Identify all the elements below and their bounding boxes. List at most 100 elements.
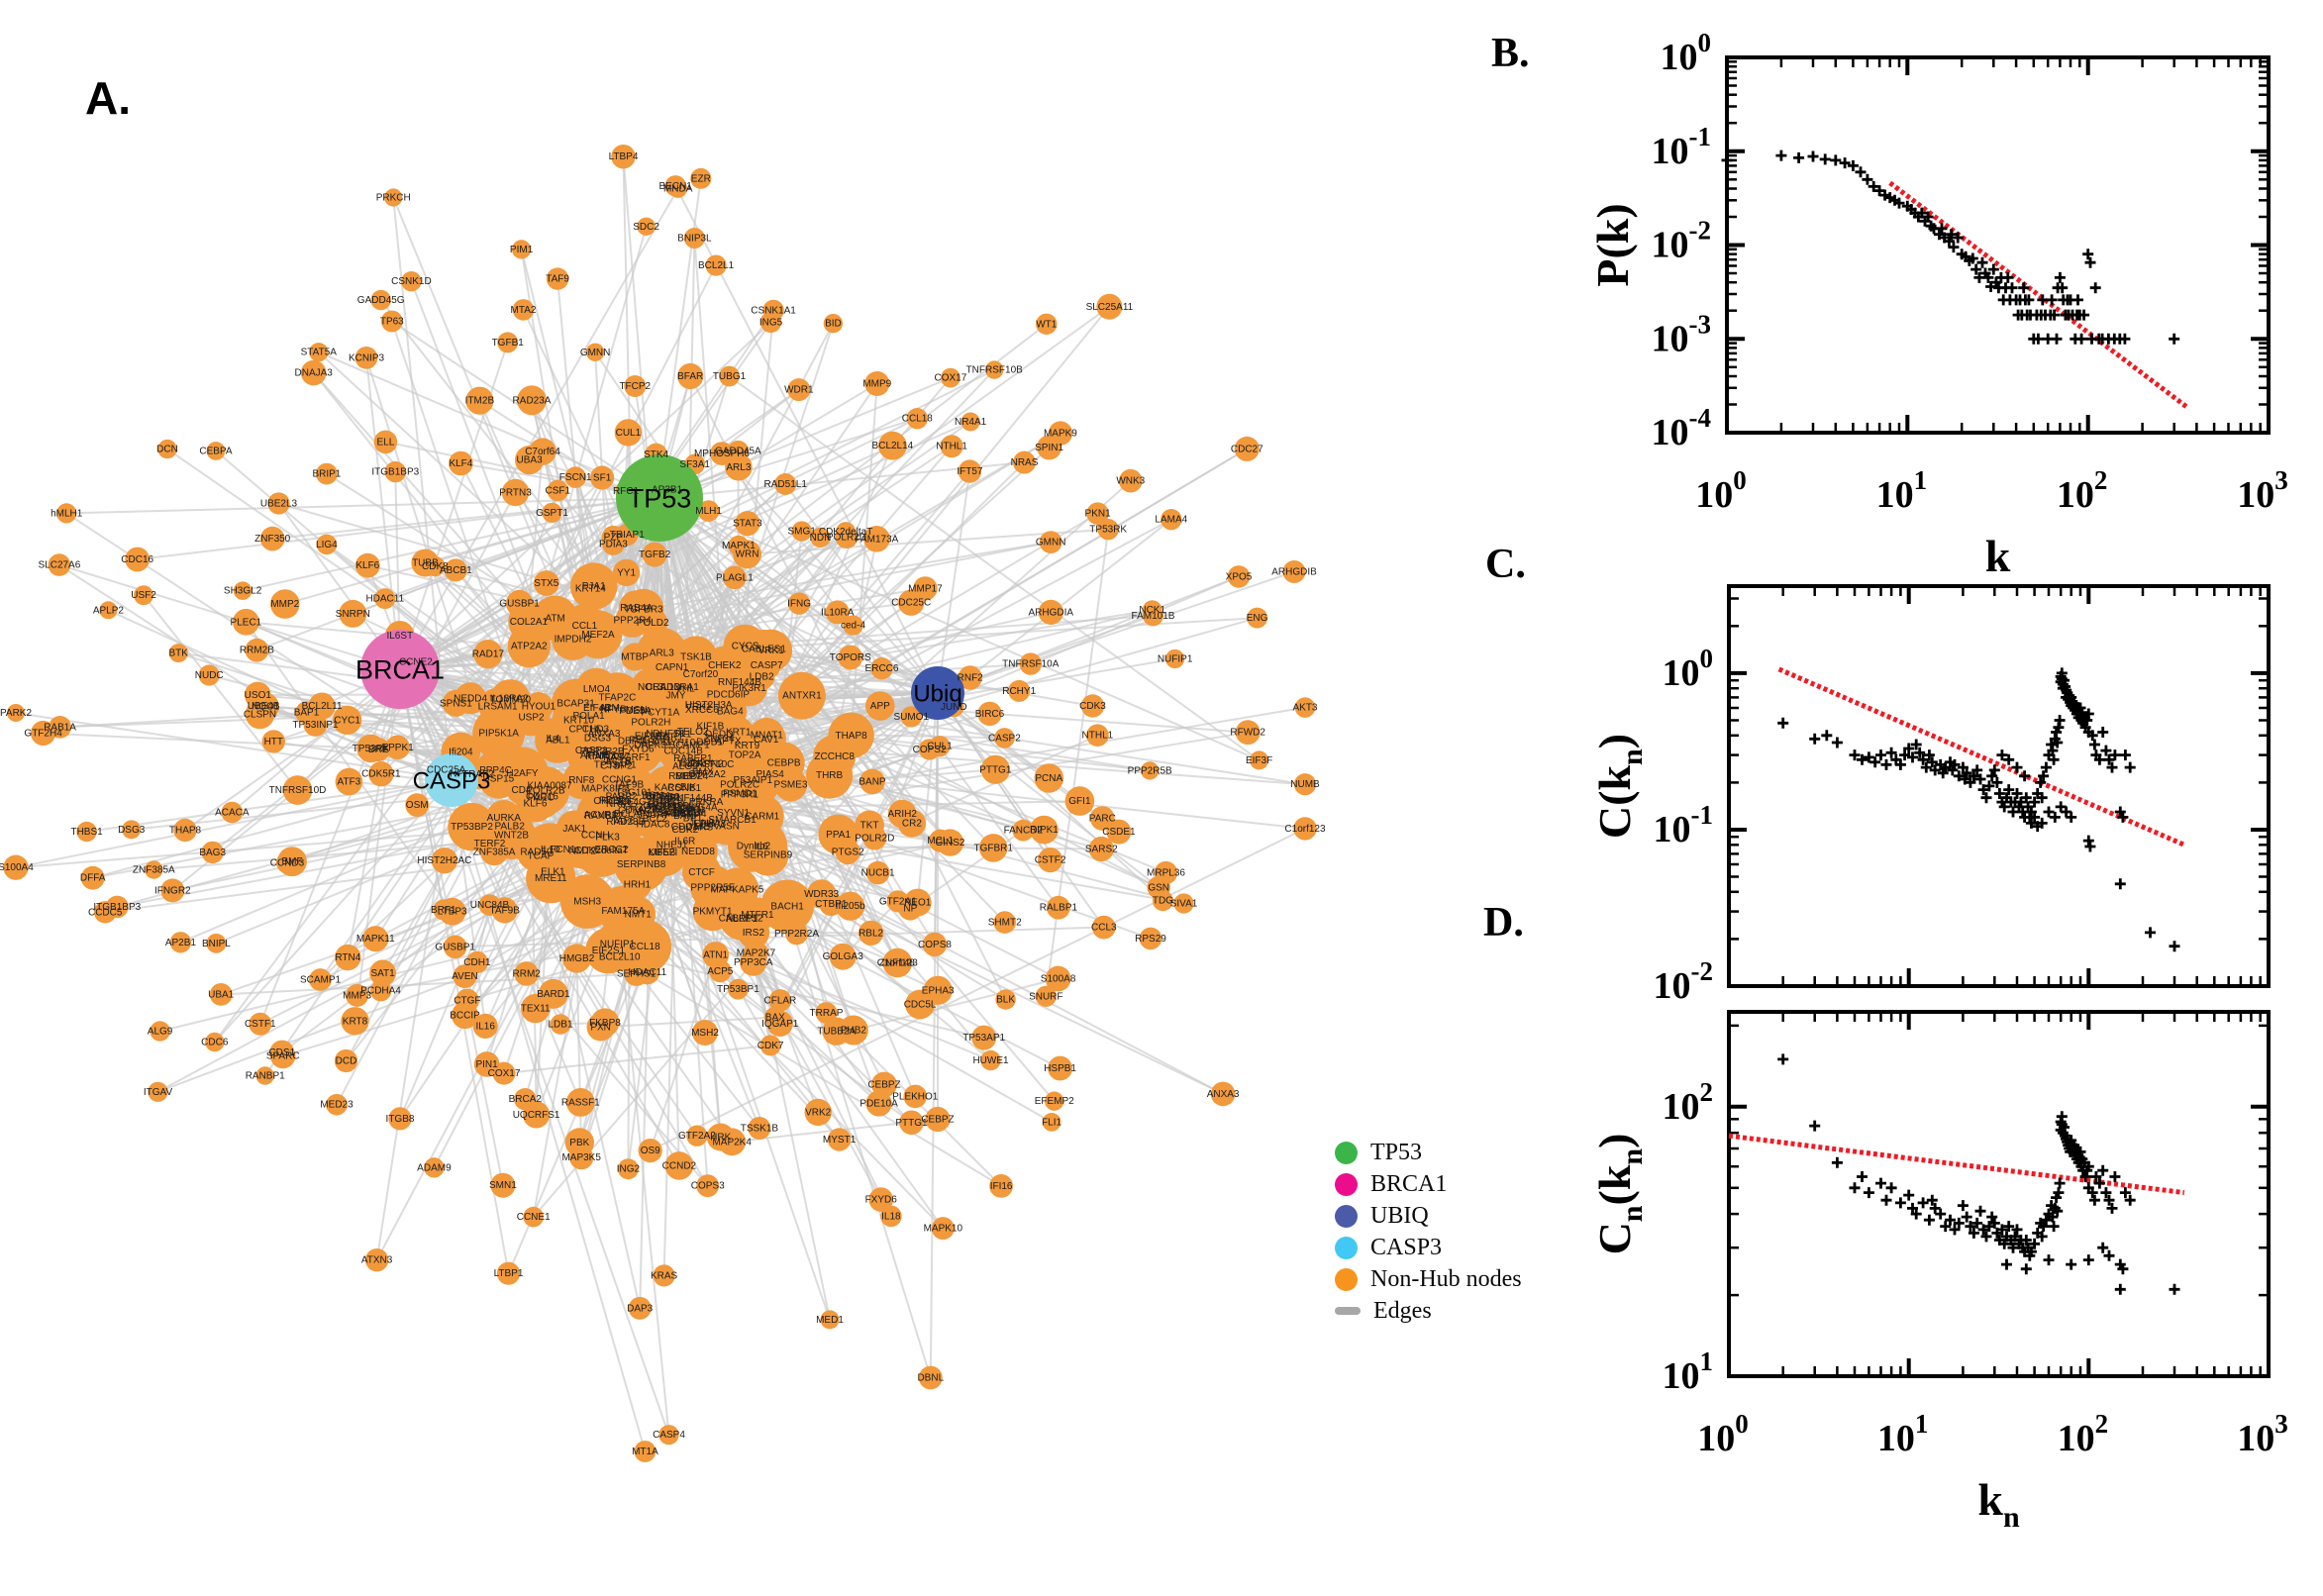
plus-marker bbox=[1986, 1211, 1998, 1223]
node-label: TP53INP1 bbox=[292, 720, 339, 731]
plus-marker bbox=[1907, 1202, 1918, 1214]
node-label: RBBP8 bbox=[599, 795, 632, 806]
node-label: BAG3 bbox=[199, 848, 226, 858]
node-label: UBE4B bbox=[248, 701, 280, 712]
node-label: MED23 bbox=[320, 1100, 354, 1111]
node-label: FAM175A bbox=[601, 906, 645, 917]
non-hub-node bbox=[517, 385, 547, 416]
non-hub-node bbox=[198, 664, 220, 686]
node-label: NUFIP1 bbox=[600, 940, 636, 950]
node-label: CCL1 bbox=[572, 621, 598, 632]
non-hub-node bbox=[859, 768, 885, 795]
node-label: BCCIP bbox=[450, 1011, 480, 1022]
node-label: MAPK9 bbox=[1044, 429, 1077, 440]
non-hub-node bbox=[819, 892, 844, 917]
plus-marker bbox=[1899, 749, 1911, 761]
non-hub-node bbox=[206, 442, 226, 460]
non-hub-node bbox=[1090, 806, 1115, 831]
node-label: ACP5 bbox=[707, 966, 734, 977]
non-hub-node bbox=[940, 435, 963, 458]
plus-marker bbox=[2048, 1221, 2060, 1233]
non-hub-node bbox=[547, 479, 569, 502]
plus-marker bbox=[1869, 756, 1881, 768]
node-label: CYCS bbox=[732, 642, 759, 652]
legend-label: Edges bbox=[1373, 1297, 1432, 1324]
node-label: TRAF1 bbox=[650, 793, 681, 804]
node-label: TSSK1B bbox=[741, 1124, 779, 1135]
node-label: NP bbox=[903, 903, 917, 914]
plus-marker bbox=[2003, 784, 2015, 796]
plus-marker bbox=[1974, 773, 1986, 785]
non-hub-node bbox=[810, 527, 831, 549]
plus-marker bbox=[1953, 770, 1965, 782]
non-hub-node bbox=[880, 1205, 902, 1228]
node-label: PCDHA4 bbox=[360, 986, 401, 997]
node-label: GFI1 bbox=[1068, 796, 1091, 807]
node-label: RASGRF1 bbox=[603, 752, 651, 763]
non-hub-node bbox=[858, 920, 884, 946]
node-label: BRF1 bbox=[431, 905, 456, 916]
plot-frame bbox=[1725, 55, 2271, 435]
non-hub-node bbox=[773, 767, 808, 802]
non-hub-node bbox=[259, 526, 285, 551]
node-label: GSTM4 bbox=[672, 809, 707, 820]
node-label: APAF1 bbox=[641, 738, 671, 748]
non-hub-node bbox=[346, 983, 369, 1007]
non-hub-node bbox=[614, 419, 643, 447]
non-hub-node bbox=[448, 802, 496, 851]
node-label: PSMD1 bbox=[723, 789, 758, 800]
non-hub-node bbox=[1091, 915, 1116, 940]
plus-marker bbox=[2081, 715, 2093, 726]
non-hub-node bbox=[735, 820, 788, 873]
non-hub-node bbox=[764, 1006, 786, 1029]
node-label: ING5 bbox=[759, 317, 783, 328]
node-label: TAF9 bbox=[546, 274, 569, 285]
non-hub-node bbox=[583, 713, 625, 754]
node-label: PXN bbox=[590, 1022, 611, 1033]
node-label: HMGB2 bbox=[559, 953, 595, 964]
node-label: BCL2L11 bbox=[302, 701, 343, 712]
non-hub-node bbox=[653, 1264, 675, 1287]
non-hub-node bbox=[1038, 599, 1063, 626]
plus-marker bbox=[1982, 271, 1994, 283]
node-label: RNF144B bbox=[718, 677, 761, 688]
plus-marker bbox=[2124, 761, 2136, 773]
node-label: ANXA3 bbox=[588, 729, 621, 740]
node-label: CARM1 bbox=[745, 812, 779, 823]
non-hub-node bbox=[868, 1187, 893, 1212]
plus-marker bbox=[2040, 761, 2052, 773]
node-label: ACVR1 bbox=[584, 810, 618, 821]
node-label: DARS bbox=[685, 823, 713, 834]
node-label: ALG9 bbox=[148, 1027, 173, 1038]
node-label: PIAS4 bbox=[757, 769, 785, 780]
plus-marker bbox=[2072, 294, 2083, 306]
plus-marker bbox=[2145, 927, 2156, 939]
node-label: SCAMP1 bbox=[300, 975, 342, 986]
node-label: ARHGDIA bbox=[1029, 607, 1074, 618]
node-label: NRAS bbox=[1011, 457, 1039, 468]
plus-marker bbox=[1922, 211, 1934, 223]
node-label: RPS29 bbox=[1135, 934, 1166, 945]
node-label: DAPK3 bbox=[634, 741, 666, 751]
non-hub-node bbox=[529, 438, 556, 465]
node-label: USF2 bbox=[131, 590, 156, 601]
node-label: MAPKAPK5 bbox=[710, 884, 763, 895]
non-hub-node bbox=[354, 347, 378, 369]
node-label: GINS2 bbox=[935, 838, 964, 848]
node-swatch-icon bbox=[1335, 1172, 1358, 1196]
non-hub-node bbox=[941, 367, 960, 388]
plus-marker bbox=[1885, 1182, 1897, 1194]
node-label: WNT2B bbox=[494, 831, 529, 842]
non-hub-node bbox=[637, 722, 665, 750]
plus-marker bbox=[1807, 150, 1819, 162]
node-label: IRS2 bbox=[743, 928, 765, 939]
non-hub-node bbox=[601, 525, 626, 549]
non-hub-node bbox=[980, 754, 1010, 784]
node-label: TDG bbox=[1153, 896, 1173, 907]
y-tick-label: 10-1 bbox=[1654, 800, 1714, 850]
axis-ticks bbox=[1727, 586, 2271, 988]
non-hub-node bbox=[665, 672, 694, 701]
non-hub-node bbox=[1282, 560, 1306, 583]
node-label: ERCC2 bbox=[594, 845, 628, 855]
plus-marker bbox=[1868, 180, 1879, 192]
